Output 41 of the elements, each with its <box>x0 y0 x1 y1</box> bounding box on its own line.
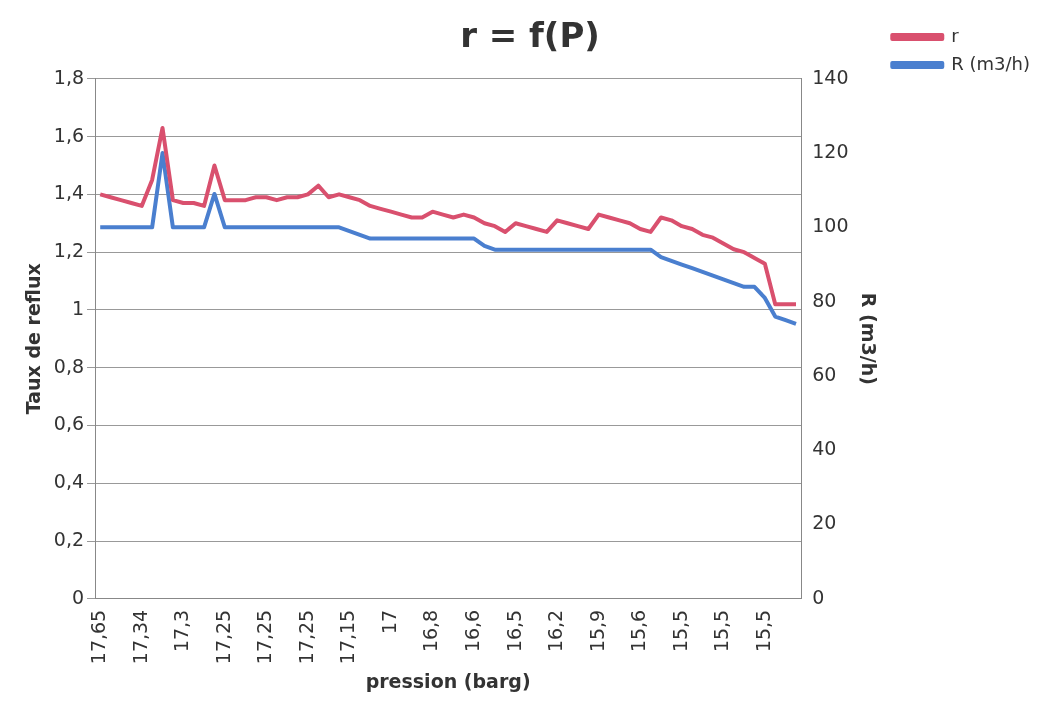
y2-tick-label: 120 <box>812 140 849 163</box>
y-tick-label: 1,4 <box>53 181 85 204</box>
x-tick-label: 17,15 <box>336 609 359 665</box>
x-tick-label: 15,5 <box>710 609 733 653</box>
y2-tick-label: 40 <box>812 437 837 460</box>
y2-axis-title: R (m3/h) <box>857 292 880 385</box>
y-axis-title: Taux de reflux <box>22 263 45 415</box>
y-tick-label: 0,4 <box>53 470 85 493</box>
y-tick-label: 1,8 <box>53 65 85 88</box>
chart-title: r = f(P) <box>460 15 600 56</box>
y2-tick-label: 0 <box>812 585 825 608</box>
x-tick-label: 17,25 <box>211 609 234 665</box>
legend-label: r <box>951 24 960 46</box>
x-tick-label: 17,65 <box>87 609 110 665</box>
y2-tick-label: 20 <box>812 511 837 534</box>
x-tick-label: 15,9 <box>585 609 608 653</box>
legend-label: R (m3/h) <box>951 52 1030 74</box>
y-tick-label: 0,2 <box>53 527 85 550</box>
y2-tick-label: 80 <box>812 288 837 311</box>
y-tick-label: 0,6 <box>53 412 85 435</box>
x-tick-label: 16,6 <box>461 609 484 653</box>
y2-tick-label: 140 <box>812 65 849 88</box>
x-tick-label: 16,2 <box>544 609 567 653</box>
x-tick-label: 16,5 <box>502 609 525 653</box>
x-tick-label: 15,6 <box>627 609 650 653</box>
y-tick-label: 1,6 <box>53 123 85 146</box>
y-tick-label: 1 <box>71 296 85 319</box>
x-tick-label: 17,25 <box>294 609 317 665</box>
y-tick-label: 0 <box>71 585 85 608</box>
x-tick-label: 15,5 <box>751 609 774 653</box>
y2-tick-label: 100 <box>812 214 849 237</box>
x-tick-label: 17,3 <box>170 609 193 653</box>
y2-tick-label: 60 <box>812 362 837 385</box>
x-tick-label: 15,5 <box>668 609 691 653</box>
x-tick-label: 16,8 <box>419 609 442 653</box>
x-tick-label: 17,34 <box>128 609 151 665</box>
x-tick-label: 17,25 <box>253 609 276 665</box>
x-axis-title: pression (barg) <box>365 669 531 692</box>
y-tick-label: 1,2 <box>53 239 85 262</box>
x-tick-label: 17 <box>377 609 400 634</box>
y-tick-label: 0,8 <box>53 354 85 377</box>
